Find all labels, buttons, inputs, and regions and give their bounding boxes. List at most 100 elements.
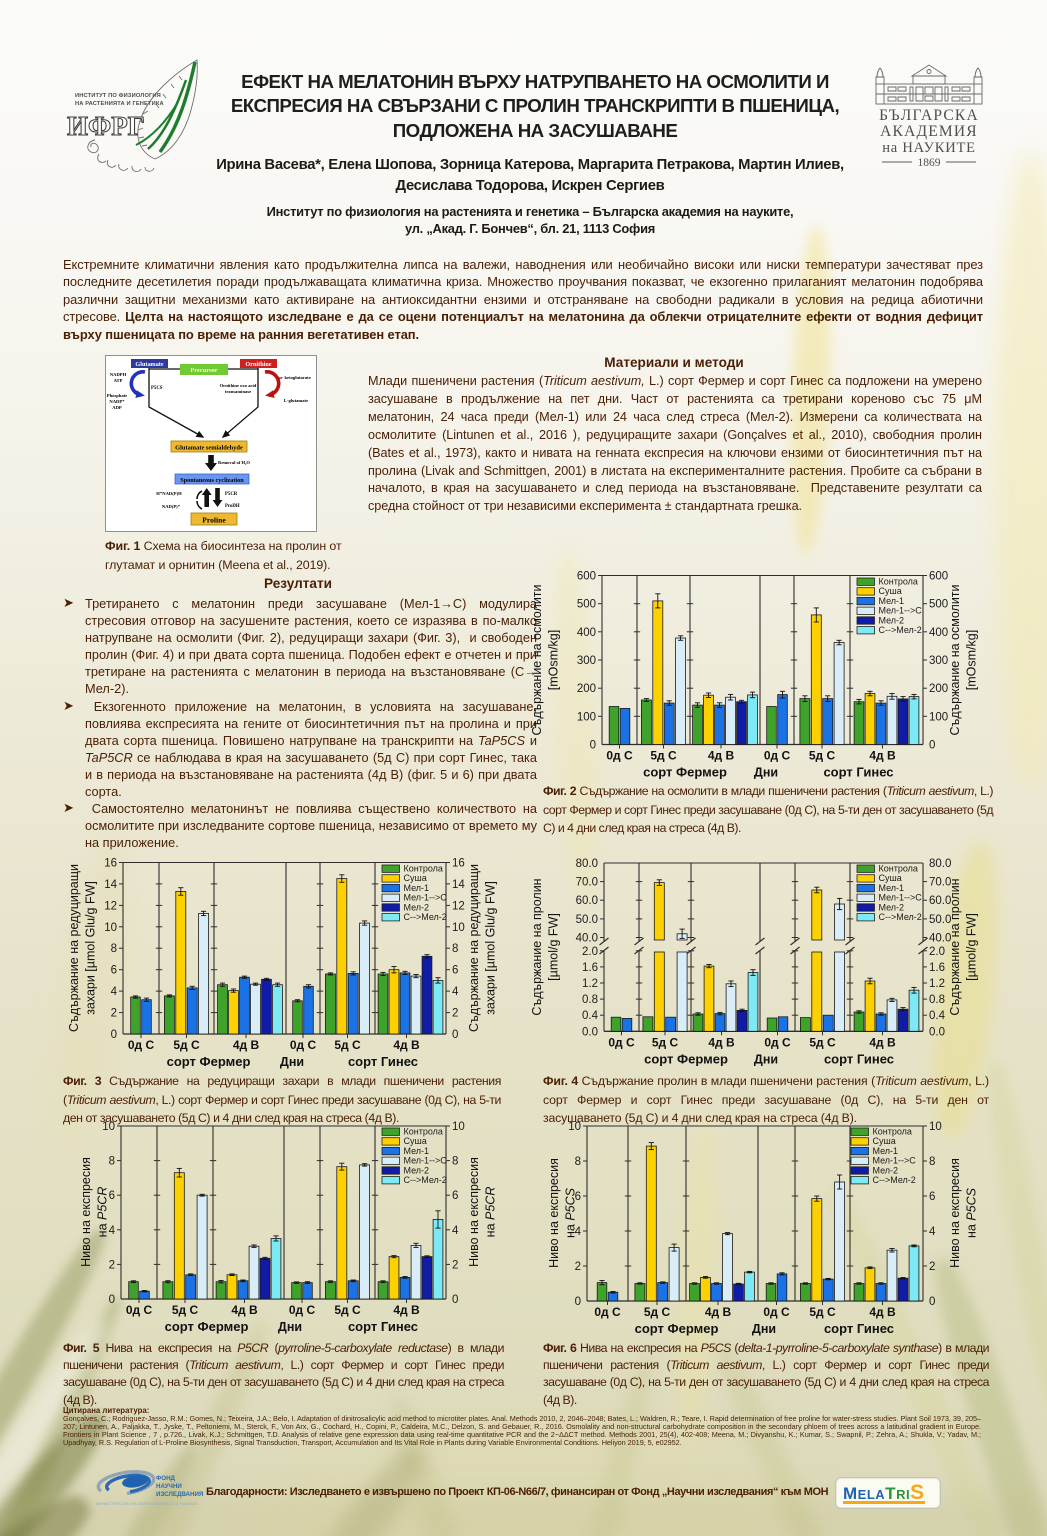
svg-text:Суша: Суша [404, 1136, 427, 1146]
svg-text:70.0: 70.0 [576, 877, 598, 889]
svg-text:16: 16 [452, 858, 465, 870]
svg-text:4д В: 4д В [869, 1035, 896, 1049]
svg-text:сорт Гинес: сорт Гинес [348, 1054, 418, 1069]
svg-text:5д С: 5д С [334, 1303, 361, 1317]
svg-text:Съдържание на пролин: Съдържание на пролин [530, 878, 544, 1015]
svg-text:С-->Мел-2: С-->Мел-2 [879, 625, 922, 635]
svg-text:500: 500 [929, 599, 948, 611]
svg-text:БЪЛГАРСКА: БЪЛГАРСКА [879, 107, 979, 124]
svg-text:Дни: Дни [278, 1320, 302, 1334]
svg-text:8: 8 [109, 1156, 115, 1168]
svg-text:Мел-2: Мел-2 [873, 1165, 899, 1175]
svg-text:Ниво на експресия: Ниво на експресия [467, 1157, 481, 1267]
svg-text:Мел-1-->С: Мел-1-->С [873, 1156, 917, 1166]
svg-text:4: 4 [575, 1226, 582, 1238]
svg-text:0д С: 0д С [763, 1305, 790, 1319]
svg-text:0.4: 0.4 [929, 1010, 946, 1022]
svg-text:4д В: 4д В [708, 749, 735, 763]
svg-text:10: 10 [452, 1121, 465, 1133]
svg-text:Мел-1-->С: Мел-1-->С [879, 606, 923, 616]
svg-text:50.0: 50.0 [576, 914, 598, 926]
svg-text:80.0: 80.0 [929, 858, 951, 870]
svg-text:сорт Фермер: сорт Фермер [167, 1054, 251, 1069]
svg-text:4: 4 [452, 1225, 459, 1237]
svg-text:70.0: 70.0 [929, 877, 951, 889]
svg-text:4д В: 4д В [231, 1303, 258, 1317]
svg-text:100: 100 [929, 711, 948, 723]
svg-text:сорт Гинес: сорт Гинес [824, 1321, 894, 1336]
svg-text:40.0: 40.0 [929, 933, 951, 945]
svg-text:2: 2 [111, 1008, 117, 1020]
svg-text:2: 2 [929, 1261, 935, 1273]
svg-text:ATP: ATP [114, 378, 123, 383]
svg-text:60.0: 60.0 [576, 895, 598, 907]
svg-text:600: 600 [577, 571, 596, 583]
svg-text:Суша: Суша [879, 586, 902, 596]
svg-text:сорт Гинес: сорт Гинес [824, 1051, 894, 1066]
svg-text:H⁺NAD(P)H: H⁺NAD(P)H [156, 491, 182, 496]
svg-text:Мел-1: Мел-1 [879, 883, 905, 893]
svg-text:на P5CR: на P5CR [484, 1187, 498, 1238]
svg-text:100: 100 [577, 711, 596, 723]
svg-text:0: 0 [111, 1029, 117, 1041]
svg-text:Съдържание на редуциращи: Съдържание на редуциращи [67, 864, 81, 1032]
svg-text:Контрола: Контрола [879, 577, 918, 587]
svg-text:0д С: 0д С [606, 749, 633, 763]
svg-text:4: 4 [929, 1226, 936, 1238]
svg-text:5д С: 5д С [650, 749, 677, 763]
svg-text:10: 10 [568, 1121, 581, 1133]
svg-text:200: 200 [929, 683, 948, 695]
svg-text:6: 6 [452, 1190, 458, 1202]
svg-text:сорт Фермер: сорт Фермер [644, 1051, 728, 1066]
svg-text:40.0: 40.0 [576, 933, 598, 945]
svg-text:0.0: 0.0 [582, 1026, 598, 1038]
svg-text:8: 8 [452, 1156, 458, 1168]
svg-text:2: 2 [452, 1008, 458, 1020]
svg-text:Мел-2: Мел-2 [879, 902, 905, 912]
svg-text:400: 400 [577, 627, 596, 639]
svg-text:Мел-2: Мел-2 [404, 902, 430, 912]
svg-text:сорт Фермер: сорт Фермер [643, 765, 727, 780]
svg-text:Суша: Суша [404, 873, 427, 883]
svg-text:НАУЧНИ: НАУЧНИ [156, 1483, 182, 1490]
svg-text:4д В: 4д В [869, 1305, 896, 1319]
svg-text:0д С: 0д С [608, 1035, 635, 1049]
svg-text:8: 8 [111, 943, 117, 955]
svg-text:NAD(P)⁺: NAD(P)⁺ [162, 504, 181, 509]
svg-text:Ornithine: Ornithine [245, 361, 271, 368]
svg-text:2: 2 [452, 1259, 458, 1271]
svg-text:Дни: Дни [752, 1322, 776, 1336]
svg-text:ИФРГ: ИФРГ [67, 111, 145, 141]
svg-text:50.0: 50.0 [929, 914, 951, 926]
svg-text:Мел-2: Мел-2 [404, 1165, 430, 1175]
svg-text:10: 10 [102, 1121, 115, 1133]
svg-text:ProDH: ProDH [225, 504, 240, 509]
svg-text:С-->Мел-2: С-->Мел-2 [873, 1175, 916, 1185]
svg-text:5д С: 5д С [172, 1303, 199, 1317]
svg-text:500: 500 [577, 599, 596, 611]
svg-text:Съдържание на осмолити: Съдържание на осмолити [948, 584, 962, 735]
svg-text:0.4: 0.4 [582, 1010, 599, 1022]
svg-text:4д В: 4д В [393, 1038, 420, 1052]
svg-text:300: 300 [577, 655, 596, 667]
svg-text:8: 8 [929, 1156, 935, 1168]
svg-text:Removal of H₂O: Removal of H₂O [218, 460, 250, 465]
svg-text:0: 0 [929, 1296, 935, 1308]
svg-text:4д В: 4д В [869, 749, 896, 763]
svg-text:2: 2 [109, 1259, 115, 1271]
svg-text:0.8: 0.8 [929, 994, 945, 1006]
svg-text:16: 16 [104, 858, 117, 870]
svg-text:0д С: 0д С [764, 749, 791, 763]
svg-text:200: 200 [577, 683, 596, 695]
svg-text:захари [µmol Glu/g FW]: захари [µmol Glu/g FW] [84, 881, 98, 1015]
svg-text:Суша: Суша [879, 873, 902, 883]
svg-text:[mOsm/kg]: [mOsm/kg] [965, 630, 979, 690]
svg-text:С-->Мел-2: С-->Мел-2 [404, 1175, 447, 1185]
svg-text:Мел-1-->С: Мел-1-->С [404, 893, 448, 903]
svg-text:захари [µmol Glu/g FW]: захари [µmol Glu/g FW] [484, 881, 498, 1015]
svg-text:6: 6 [575, 1191, 581, 1203]
svg-text:4: 4 [109, 1225, 116, 1237]
svg-text:Дни: Дни [754, 766, 778, 780]
svg-text:Мел-1: Мел-1 [404, 883, 430, 893]
svg-text:сорт Фермер: сорт Фермер [635, 1321, 719, 1336]
